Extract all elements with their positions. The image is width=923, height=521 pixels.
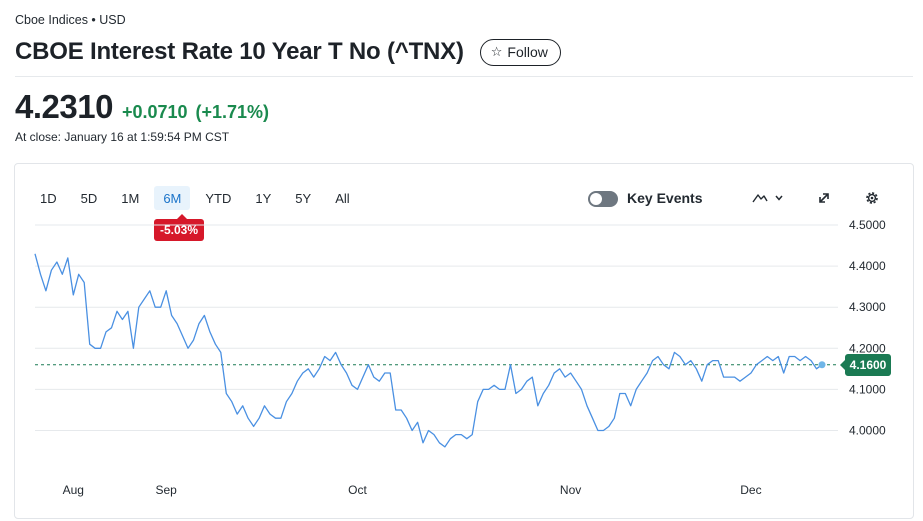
range-tab-1m[interactable]: 1M — [121, 190, 140, 206]
y-tick-label: 4.4000 — [849, 259, 886, 273]
previous-close-tag: 4.1600 — [840, 354, 891, 376]
market-close-time: At close: January 16 at 1:59:54 PM CST — [15, 130, 230, 144]
follow-button-label: Follow — [507, 44, 548, 60]
y-tick-label: 4.0000 — [849, 424, 886, 438]
range-tab-6m[interactable]: 6M — [154, 186, 191, 210]
x-tick-label: Sep — [155, 483, 177, 497]
x-tick-label: Dec — [740, 483, 761, 497]
settings-gear-icon[interactable] — [862, 186, 882, 210]
chart-card — [14, 163, 914, 519]
range-tabs: 1D 5D 1M 6M YTD 1Y 5Y All — [31, 186, 365, 210]
page-title: CBOE Interest Rate 10 Year T No (^TNX) — [15, 38, 464, 65]
x-tick-label: Oct — [348, 483, 367, 497]
mountain-chart-type-icon[interactable] — [750, 186, 770, 210]
y-tick-label: 4.5000 — [849, 218, 886, 232]
range-tab-ytd[interactable]: YTD — [205, 190, 232, 206]
price-change: +0.0710 — [121, 102, 188, 122]
chevron-down-icon[interactable] — [771, 186, 787, 210]
price-change-percent: (+1.71%) — [195, 102, 270, 122]
follow-button[interactable]: ☆ Follow — [479, 38, 561, 66]
range-tab-1d[interactable]: 1D — [40, 190, 57, 206]
x-tick-label: Aug — [63, 483, 84, 497]
key-events-label: Key Events — [627, 190, 703, 206]
key-events-toggle[interactable] — [588, 191, 618, 207]
current-price: 4.2310 — [15, 88, 113, 125]
header-divider — [15, 76, 913, 77]
title-row: CBOE Interest Rate 10 Year T No (^TNX) ☆… — [15, 38, 561, 66]
star-outline-icon: ☆ — [490, 44, 503, 59]
y-tick-label: 4.1000 — [849, 382, 886, 396]
range-tab-5y[interactable]: 5Y — [295, 190, 312, 206]
x-tick-label: Nov — [560, 483, 581, 497]
breadcrumb: Cboe Indices • USD — [15, 13, 126, 27]
toggle-knob — [590, 193, 602, 205]
quote-row: 4.2310 +0.0710 (+1.71%) — [15, 88, 269, 126]
expand-icon[interactable] — [814, 186, 834, 210]
y-tick-label: 4.2000 — [849, 341, 886, 355]
range-tab-all[interactable]: All — [335, 190, 350, 206]
last-price-point — [818, 361, 826, 369]
y-tick-label: 4.3000 — [849, 300, 886, 314]
range-tab-5d[interactable]: 5D — [80, 190, 98, 206]
range-tab-1y[interactable]: 1Y — [255, 190, 272, 206]
price-series-line — [34, 253, 823, 448]
